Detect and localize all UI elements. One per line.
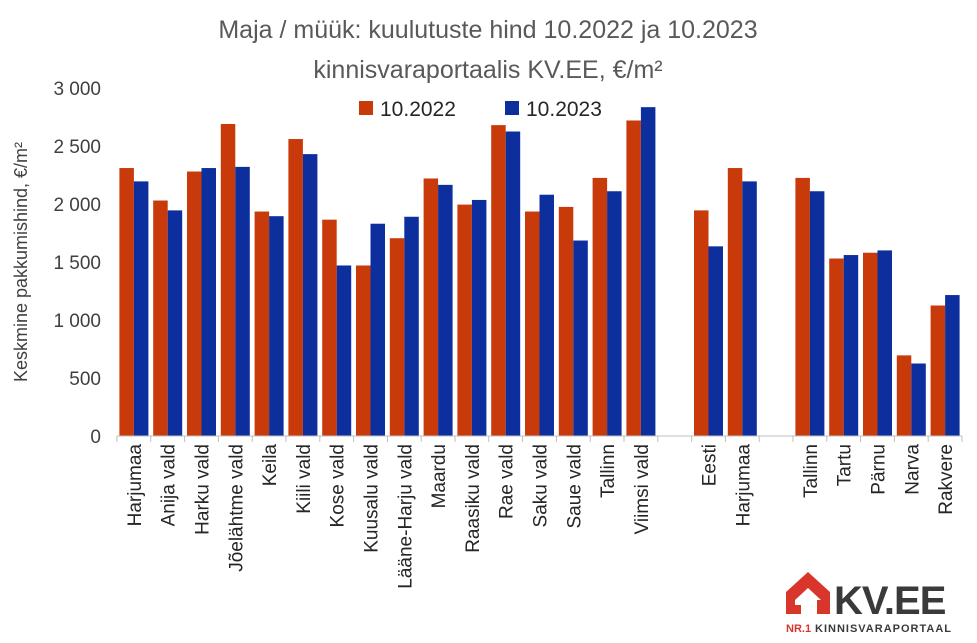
bar-10-2023 <box>302 154 318 436</box>
bar-10-2022 <box>187 171 202 436</box>
house-icon <box>786 572 830 614</box>
x-tick-label: Pärnu <box>869 444 890 495</box>
bar-10-2023 <box>742 181 757 436</box>
bar-10-2023 <box>438 184 453 436</box>
bar-10-2022 <box>457 204 472 436</box>
bar-10-2022 <box>322 219 337 436</box>
bar-10-2022 <box>119 168 134 437</box>
x-tick-label: Rakvere <box>936 444 957 515</box>
x-tick-label: Kiili vald <box>294 444 315 514</box>
y-tick-label: 2 000 <box>53 195 101 216</box>
bar-10-2023 <box>235 166 250 436</box>
bar-10-2022 <box>896 355 912 436</box>
bar-10-2022 <box>423 178 439 437</box>
bar-10-2023 <box>573 240 588 436</box>
bar-10-2022 <box>220 123 236 437</box>
bar-10-2023 <box>370 223 385 436</box>
x-tick-label: Kuusalu vald <box>362 444 383 553</box>
bar-10-2023 <box>708 246 723 436</box>
bar-10-2022 <box>389 238 405 436</box>
x-tick-label: Tallinn <box>801 444 822 498</box>
x-tick-label: Keila <box>260 444 281 487</box>
y-tick-label: 500 <box>69 369 101 390</box>
bar-10-2023 <box>471 199 487 436</box>
bar-10-2023 <box>945 295 960 436</box>
x-tick-label: Saue vald <box>564 444 585 529</box>
bar-10-2022 <box>525 211 540 436</box>
logo-text: KV.EE <box>834 579 946 623</box>
bar-10-2022 <box>626 120 641 436</box>
bar-10-2022 <box>863 252 878 436</box>
bar-10-2022 <box>356 265 371 436</box>
chart-subtitle: kinnisvaraportaalis KV.EE, €/m² <box>313 56 662 84</box>
y-axis: 0 500 1 000 1 500 2 000 2 500 3 000 <box>53 79 101 448</box>
bar-10-2023 <box>911 363 926 436</box>
bar-10-2023 <box>640 107 656 436</box>
bar-10-2022 <box>491 125 506 437</box>
bar-series <box>119 107 960 437</box>
legend-label-10-2023: 10.2023 <box>526 98 602 121</box>
bar-10-2023 <box>269 216 284 436</box>
x-tick-label: Viimsi vald <box>632 444 653 534</box>
bar-10-2022 <box>930 305 946 436</box>
x-tick-label: Eesti <box>700 444 721 486</box>
legend-swatch-10-2023 <box>505 101 519 115</box>
bar-10-2022 <box>592 177 608 436</box>
bar-10-2023 <box>607 191 622 436</box>
bar-10-2023 <box>843 255 859 436</box>
y-axis-label: Keskmine pakkumishind, €/m² <box>11 142 31 382</box>
x-tick-label: Kose vald <box>328 444 349 527</box>
chart-title: Maja / müük: kuulutuste hind 10.2022 ja … <box>218 16 757 44</box>
bar-10-2023 <box>809 191 825 436</box>
legend-label-10-2022: 10.2022 <box>380 98 456 121</box>
x-tick-label: Maardu <box>429 444 450 508</box>
y-tick-label: 3 000 <box>53 79 101 100</box>
x-tick-label: Harjumaa <box>733 444 754 527</box>
bar-10-2022 <box>795 177 810 436</box>
bar-10-2023 <box>201 168 216 437</box>
bar-10-2023 <box>539 194 554 436</box>
x-tick-label: Raasiku vald <box>463 444 484 553</box>
bar-10-2023 <box>505 131 521 436</box>
bar-10-2022 <box>694 210 709 436</box>
bar-10-2023 <box>877 250 892 436</box>
x-tick-label: Saku vald <box>531 444 552 527</box>
legend-swatch-10-2022 <box>359 101 373 115</box>
x-tick-label: Tallinn <box>598 444 619 498</box>
bar-10-2022 <box>254 211 270 436</box>
x-tick-label: Tartu <box>835 444 856 486</box>
x-tick-label: Jõelähtme vald <box>226 444 247 572</box>
x-tick-label: Anija vald <box>159 444 180 526</box>
x-tick-label: Narva <box>902 444 923 495</box>
y-tick-label: 0 <box>90 427 101 448</box>
bar-10-2022 <box>558 206 574 436</box>
legend: 10.2022 10.2023 <box>359 98 602 121</box>
y-tick-label: 1 000 <box>53 311 101 332</box>
bar-10-2023 <box>336 265 352 436</box>
x-tick-label: Rae vald <box>497 444 518 519</box>
y-tick-label: 1 500 <box>53 253 101 274</box>
kv-ee-logo: KV.EE NR.1 KINNISVARAPORTAAL <box>786 572 952 635</box>
bar-10-2023 <box>167 210 183 436</box>
y-tick-label: 2 500 <box>53 137 101 158</box>
logo-tagline: KINNISVARAPORTAAL <box>815 623 952 635</box>
bar-10-2022 <box>288 139 303 437</box>
bar-10-2022 <box>727 168 743 437</box>
x-tick-label: Harku vald <box>193 444 214 535</box>
x-tick-label: Harjumaa <box>125 444 146 527</box>
bar-10-2022 <box>153 200 168 436</box>
x-tick-label: Lääne-Harju vald <box>395 444 416 589</box>
bar-10-2023 <box>404 216 419 436</box>
bar-10-2022 <box>829 258 844 436</box>
bar-10-2023 <box>133 181 149 436</box>
x-axis: Harjumaa Anija vald Harku vald Jõelähtme va… <box>116 436 963 589</box>
logo-tagline-prefix: NR.1 <box>786 623 811 635</box>
